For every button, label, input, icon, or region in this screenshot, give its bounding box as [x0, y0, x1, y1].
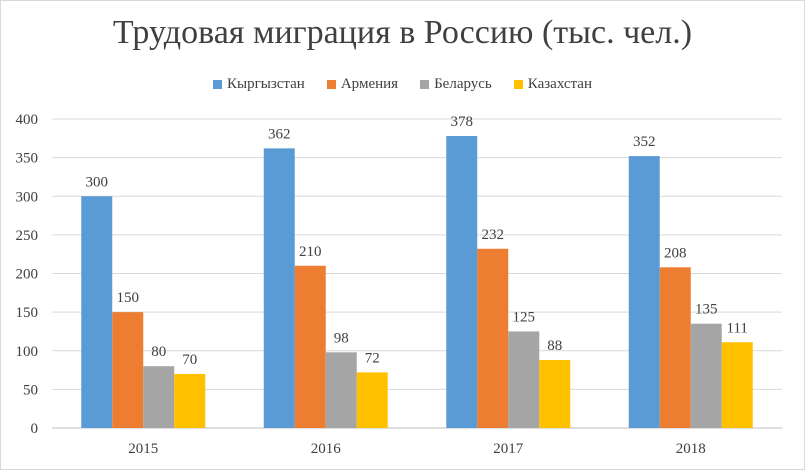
data-label: 300	[86, 174, 109, 190]
legend-swatch	[420, 79, 430, 89]
data-label: 80	[151, 344, 166, 360]
bar-Казахстан	[721, 342, 753, 428]
bar-Кыргызстан	[263, 148, 295, 429]
legend-label: Армения	[340, 75, 399, 92]
bar-Казахстан	[356, 372, 388, 428]
y-tick-label: 350	[16, 151, 39, 167]
legend-item-4: Казахстан	[513, 75, 592, 93]
y-tick-label: 150	[16, 305, 39, 321]
bar-Беларусь	[325, 352, 357, 428]
legend-item-1: Кыргызстан	[213, 76, 305, 93]
data-label: 125	[513, 309, 536, 325]
bar-Кыргызстан	[446, 135, 478, 428]
legend-label: Казахстан	[527, 75, 592, 92]
bar-Армения	[477, 248, 509, 428]
data-label: 150	[117, 290, 140, 306]
y-tick-label: 250	[16, 228, 39, 244]
data-label: 88	[547, 338, 562, 354]
bar-Кыргызстан	[81, 196, 113, 428]
data-label: 210	[299, 244, 322, 260]
legend-swatch	[213, 79, 223, 89]
bar-Армения	[294, 265, 326, 428]
x-tick-label: 2016	[311, 441, 342, 457]
x-tick-label: 2018	[676, 441, 706, 457]
legend-item-3: Беларусь	[420, 76, 492, 93]
y-tick-label: 0	[31, 421, 39, 437]
data-label: 378	[451, 114, 474, 130]
legend-label: Кыргызстан	[227, 75, 305, 92]
data-label: 208	[664, 245, 687, 261]
data-label: 111	[727, 320, 748, 336]
data-label: 98	[334, 330, 349, 346]
bar-Беларусь	[143, 366, 175, 428]
bar-Армения	[112, 312, 144, 428]
bar-Казахстан	[174, 373, 206, 428]
y-tick-label: 50	[23, 382, 38, 398]
data-label: 232	[482, 227, 505, 243]
bar-Армения	[659, 267, 691, 428]
chart-legend: Кыргызстан Армения Беларусь Казахстан	[0, 74, 805, 94]
chart-title: Трудовая миграция в Россию (тыс. чел.)	[112, 14, 693, 51]
data-label: 70	[182, 352, 197, 368]
data-label: 135	[695, 302, 718, 318]
data-label: 352	[633, 134, 656, 150]
legend-label: Беларусь	[434, 75, 492, 92]
x-tick-label: 2017	[493, 441, 524, 457]
legend-item-2: Армения	[326, 75, 399, 93]
bar-Казахстан	[539, 360, 571, 428]
bar-Кыргызстан	[628, 156, 660, 428]
x-tick-label: 2015	[128, 441, 158, 457]
y-tick-label: 300	[16, 189, 39, 205]
bar-Беларусь	[690, 323, 722, 428]
data-label: 362	[268, 126, 291, 142]
legend-swatch	[513, 79, 523, 89]
y-tick-label: 100	[16, 344, 39, 360]
data-label: 72	[365, 350, 380, 366]
bar-Беларусь	[508, 331, 540, 428]
y-tick-label: 200	[16, 267, 39, 283]
y-tick-label: 400	[16, 112, 39, 128]
legend-swatch	[326, 79, 336, 89]
